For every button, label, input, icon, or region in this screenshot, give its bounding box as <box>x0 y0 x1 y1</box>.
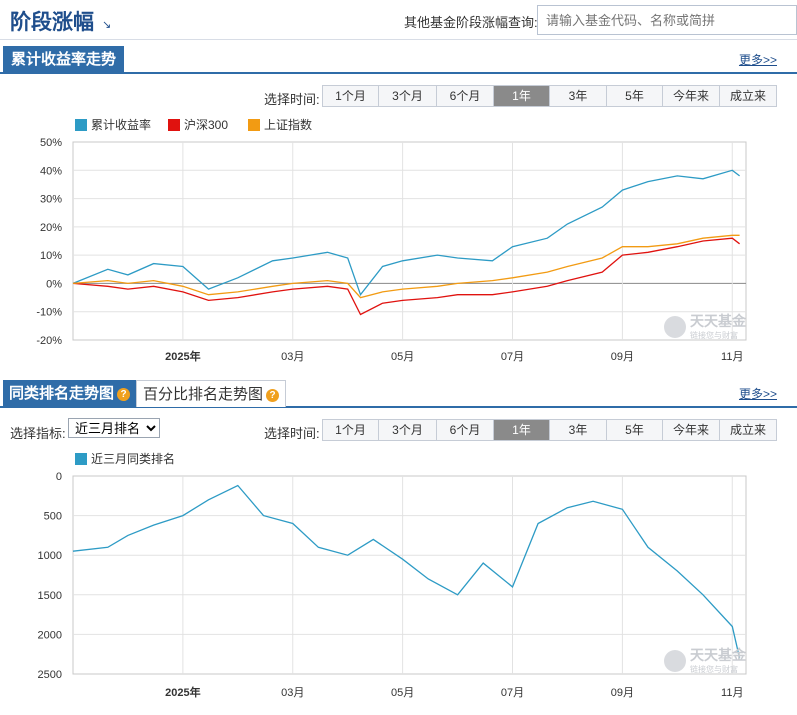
tab-rank-trend[interactable]: 同类排名走势图? <box>3 380 137 408</box>
more-link-rank[interactable]: 更多>> <box>738 387 777 401</box>
time-select-label: 选择时间: <box>264 92 320 107</box>
legend-swatch <box>75 453 87 465</box>
watermark-icon <box>664 650 686 672</box>
rank-range-btn-7[interactable]: 成立来 <box>720 420 776 440</box>
watermark-name: 天天基金 <box>690 647 747 663</box>
cumulative-return-header: 累计收益率走势 更多>> <box>0 46 797 74</box>
legend-swatch <box>248 119 260 131</box>
indicator-select-label: 选择指标: <box>10 426 66 441</box>
rank-range-btn-4[interactable]: 3年 <box>550 420 607 440</box>
rank-trend-header: 同类排名走势图? 百分比排名走势图? 更多>> <box>0 380 797 408</box>
indicator-select[interactable]: 近三月排名 <box>68 418 160 438</box>
range-btn-5[interactable]: 5年 <box>607 86 663 106</box>
rank-range-btn-6[interactable]: 今年来 <box>663 420 720 440</box>
series-line <box>72 169 740 297</box>
y-tick-label: 1500 <box>38 590 62 602</box>
time-range-selector-2: 1个月 3个月 6个月 1年 3年 5年 今年来 成立来 <box>322 419 777 441</box>
x-tick-label: 11月 <box>721 351 743 363</box>
tab-percentile-trend[interactable]: 百分比排名走势图? <box>136 380 287 407</box>
y-tick-label: 1000 <box>38 550 62 562</box>
y-tick-label: 500 <box>44 511 62 523</box>
x-tick-label: 2025年 <box>165 349 200 363</box>
rank-trend-chart: 0 500 1000 1500 2000 2500 2025年 03月 05月 07月 09月 11月… <box>38 451 747 699</box>
y-tick-label: 40% <box>40 165 62 177</box>
rank-range-btn-5[interactable]: 5年 <box>607 420 663 440</box>
tab-cumulative-return[interactable]: 累计收益率走势 <box>3 46 125 74</box>
legend-label: 沪深300 <box>184 118 228 132</box>
tab-rank-trend-label: 同类排名走势图 <box>9 385 115 402</box>
y-tick-label: 0 <box>56 471 62 483</box>
plot-area <box>72 141 747 341</box>
y-tick-label: 0% <box>46 278 62 290</box>
legend-swatch <box>75 119 87 131</box>
fund-query-label: 其他基金阶段涨幅查询: <box>404 15 538 30</box>
legend-label: 上证指数 <box>264 117 312 132</box>
range-btn-6[interactable]: 今年来 <box>663 86 720 106</box>
corner-arrow-icon: ↘ <box>102 19 112 31</box>
x-tick-label: 05月 <box>391 351 414 363</box>
more-link-returns[interactable]: 更多>> <box>738 53 777 67</box>
y-tick-label: 2000 <box>38 629 62 641</box>
fund-search-input[interactable] <box>537 5 797 35</box>
y-tick-label: 10% <box>40 250 62 262</box>
x-tick-label: 07月 <box>501 687 524 699</box>
y-tick-label: 20% <box>40 222 62 234</box>
range-btn-4[interactable]: 3年 <box>550 86 607 106</box>
series-line <box>72 237 740 316</box>
y-tick-label: -20% <box>36 335 62 347</box>
range-btn-1[interactable]: 3个月 <box>379 86 437 106</box>
y-tick-label: -10% <box>36 307 62 319</box>
series-line <box>72 234 740 299</box>
legend-label: 累计收益率 <box>91 117 151 132</box>
x-tick-label: 11月 <box>721 687 743 699</box>
tab-percentile-trend-label: 百分比排名走势图 <box>143 386 264 403</box>
help-icon[interactable]: ? <box>117 388 131 401</box>
range-btn-2[interactable]: 6个月 <box>437 86 494 106</box>
top-header: 阶段涨幅 ↘ 其他基金阶段涨幅查询: <box>0 0 797 40</box>
rank-range-btn-1[interactable]: 3个月 <box>379 420 437 440</box>
x-tick-label: 09月 <box>611 687 634 699</box>
y-tick-label: 50% <box>40 137 62 149</box>
rank-range-btn-3[interactable]: 1年 <box>494 420 550 440</box>
x-tick-label: 05月 <box>391 687 414 699</box>
range-btn-0[interactable]: 1个月 <box>323 86 379 106</box>
x-tick-label: 07月 <box>501 351 524 363</box>
x-tick-label: 2025年 <box>165 685 200 699</box>
range-btn-3[interactable]: 1年 <box>494 86 550 106</box>
series-line <box>72 484 741 659</box>
rank-range-btn-0[interactable]: 1个月 <box>323 420 379 440</box>
x-tick-label: 03月 <box>281 687 304 699</box>
help-icon[interactable]: ? <box>266 389 280 402</box>
rank-range-btn-2[interactable]: 6个月 <box>437 420 494 440</box>
y-tick-label: 30% <box>40 194 62 206</box>
y-tick-label: 2500 <box>38 669 62 681</box>
plot-area <box>72 475 747 675</box>
legend-label: 近三月同类排名 <box>91 451 175 466</box>
watermark-icon <box>664 316 686 338</box>
time-range-selector: 1个月 3个月 6个月 1年 3年 5年 今年来 成立来 <box>322 85 777 107</box>
page-title: 阶段涨幅 <box>10 11 94 34</box>
watermark-name: 天天基金 <box>690 313 747 329</box>
range-btn-7[interactable]: 成立来 <box>720 86 776 106</box>
cumulative-return-chart: 50% 40% 30% 20% 10% 0% -10% -20% 2025年 03月 05月 07月 0… <box>36 117 747 363</box>
x-tick-label: 09月 <box>611 351 634 363</box>
watermark-tagline: 链接您与财富 <box>690 664 738 674</box>
x-tick-label: 03月 <box>281 351 304 363</box>
watermark-tagline: 链接您与财富 <box>690 330 738 340</box>
legend-swatch <box>168 119 180 131</box>
time-select-label-2: 选择时间: <box>264 426 320 441</box>
